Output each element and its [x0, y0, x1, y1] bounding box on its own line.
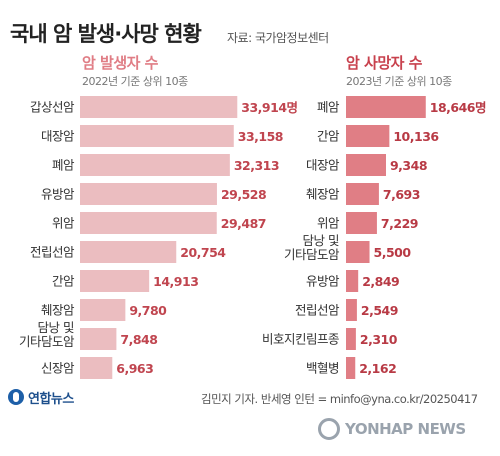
mortality-value-label: 2,549 — [361, 303, 398, 318]
mortality-value-label: 2,162 — [359, 361, 396, 376]
mortality-bar — [346, 328, 356, 350]
watermark: YONHAP NEWS — [318, 414, 466, 444]
mortality-chart-title: 암 사망자 수 — [346, 54, 422, 72]
incidence-chart-subtitle: 2022년 기준 상위 10종 — [82, 75, 188, 88]
incidence-bar — [80, 212, 217, 234]
mortality-bar — [346, 212, 377, 234]
mortality-bar — [346, 299, 357, 321]
incidence-category-label: 신장암 — [41, 361, 75, 376]
incidence-bar — [80, 328, 117, 350]
mortality-value-label: 18,646명 — [430, 100, 486, 115]
incidence-bar — [80, 241, 177, 263]
mortality-value-label: 7,229 — [381, 216, 418, 231]
credit-line: 김민지 기자. 반세영 인턴 = minfo@yna.co.kr/2025041… — [201, 392, 478, 406]
mortality-value-label: 5,500 — [374, 245, 412, 260]
incidence-category-label: 간암 — [52, 274, 75, 289]
incidence-category-label: 폐암 — [52, 158, 75, 173]
incidence-bar — [80, 299, 126, 321]
mortality-bar — [346, 241, 370, 263]
incidence-value-label: 29,528 — [221, 187, 266, 202]
mortality-category-label: 유방암 — [306, 274, 340, 289]
incidence-bar — [80, 96, 238, 118]
mortality-value-label: 7,693 — [383, 187, 420, 202]
incidence-value-label: 33,158 — [238, 129, 283, 144]
incidence-value-label: 7,848 — [120, 332, 157, 347]
mortality-category-label: 담낭 및 기타담도암 — [284, 233, 340, 262]
source-note: 자료: 국가암정보센터 — [227, 31, 329, 45]
watermark-text: YONHAP NEWS — [345, 420, 466, 438]
incidence-value-label: 6,963 — [116, 361, 153, 376]
mortality-category-label: 백혈병 — [306, 361, 339, 376]
mortality-category-label: 간암 — [317, 129, 340, 144]
incidence-bar — [80, 183, 217, 205]
incidence-category-label: 대장암 — [41, 129, 75, 144]
incidence-bar — [80, 270, 150, 292]
incidence-category-label: 위암 — [52, 216, 75, 231]
incidence-category-label: 유방암 — [41, 187, 75, 202]
incidence-value-label: 29,487 — [221, 216, 266, 231]
yonhap-logo-text: 연합뉴스 — [28, 391, 74, 407]
mortality-bar — [346, 125, 390, 147]
mortality-bar — [346, 183, 379, 205]
mortality-category-label: 비호지킨림프종 — [262, 332, 339, 347]
mortality-category-label: 위암 — [317, 216, 340, 231]
incidence-category-label: 췌장암 — [41, 303, 75, 318]
mortality-category-label: 췌장암 — [306, 187, 340, 202]
mortality-chart-subtitle: 2023년 기준 상위 10종 — [346, 75, 452, 88]
mortality-category-label: 대장암 — [306, 158, 340, 173]
mortality-bar — [346, 154, 386, 176]
mortality-category-label: 전립선암 — [295, 303, 340, 318]
incidence-category-label: 담낭 및 기타담도암 — [19, 320, 75, 349]
page-title: 국내 암 발생·사망 현황 — [10, 22, 202, 46]
incidence-value-label: 33,914명 — [241, 100, 297, 115]
incidence-value-label: 32,313 — [234, 158, 279, 173]
incidence-value-label: 14,913 — [153, 274, 198, 289]
mortality-value-label: 10,136 — [393, 129, 439, 144]
incidence-category-label: 전립선암 — [30, 245, 75, 260]
incidence-bar — [80, 125, 234, 147]
incidence-value-label: 9,780 — [129, 303, 167, 318]
yonhap-logo-icon — [8, 389, 24, 405]
yonhap-logo: 연합뉴스 — [8, 387, 74, 407]
mortality-category-label: 폐암 — [317, 100, 340, 115]
incidence-bar — [80, 154, 230, 176]
mortality-bar — [346, 357, 356, 379]
mortality-value-label: 2,310 — [360, 332, 398, 347]
watermark-icon — [318, 418, 340, 440]
incidence-chart-title: 암 발생자 수 — [82, 54, 158, 72]
mortality-value-label: 2,849 — [362, 274, 399, 289]
incidence-value-label: 20,754 — [180, 245, 226, 260]
incidence-bar — [80, 357, 113, 379]
incidence-category-label: 갑상선암 — [30, 100, 75, 115]
mortality-bar — [346, 270, 359, 292]
mortality-value-label: 9,348 — [390, 158, 427, 173]
mortality-bar — [346, 96, 426, 118]
